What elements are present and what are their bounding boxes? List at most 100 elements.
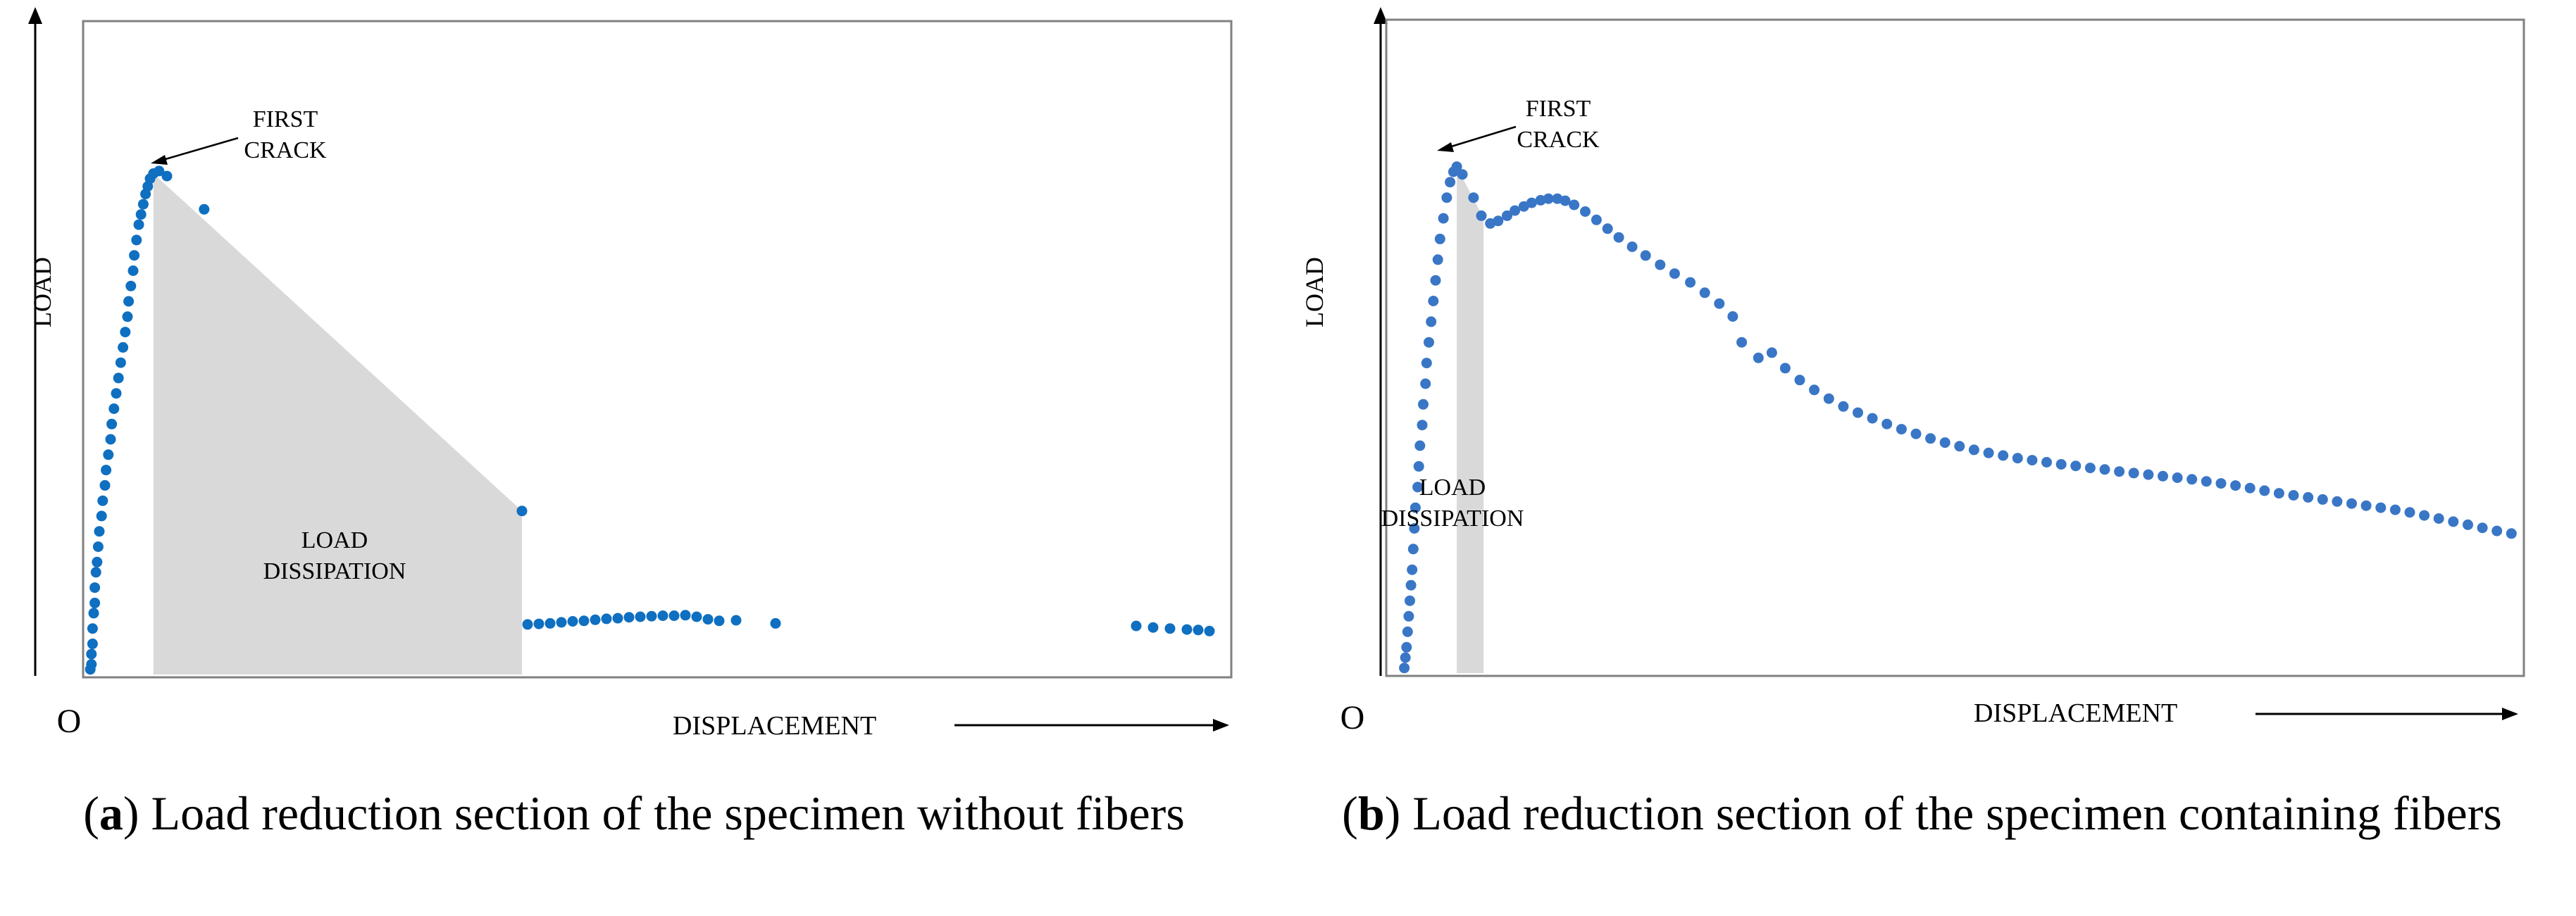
load-dissipation-label-line2: DISSIPATION <box>1381 506 1524 532</box>
data-point-68 <box>1925 433 1936 444</box>
x-axis-label: DISPLACEMENT <box>673 711 876 741</box>
data-point-30 <box>131 234 142 246</box>
data-point-32 <box>135 209 147 220</box>
data-point-12 <box>1413 460 1424 472</box>
data-point-29 <box>1457 169 1468 180</box>
data-point-62 <box>1838 401 1849 412</box>
data-point-61 <box>1823 393 1834 404</box>
x-axis-arrowhead <box>1213 719 1229 732</box>
data-point-52 <box>1699 287 1710 299</box>
data-point-98 <box>2360 500 2372 511</box>
chart-panel-b: LOAD O DISPLACEMENT FIRST CRACK LOAD DIS… <box>1268 0 2576 916</box>
data-point-2 <box>86 648 97 660</box>
first-crack-arrowhead <box>1437 142 1454 152</box>
data-point-2 <box>1401 641 1412 653</box>
data-point-5 <box>1405 595 1415 606</box>
data-point-73 <box>1998 450 2009 461</box>
data-point-16 <box>1420 378 1431 389</box>
data-point-31 <box>133 219 144 230</box>
data-point-26 <box>123 296 135 307</box>
y-axis-arrowhead <box>28 7 42 24</box>
data-point-90 <box>2244 482 2255 494</box>
data-point-49 <box>601 613 612 625</box>
data-point-58 <box>1779 363 1791 374</box>
data-point-45 <box>1602 223 1613 234</box>
data-point-14 <box>99 479 111 491</box>
data-point-89 <box>2230 480 2241 491</box>
data-point-33 <box>1493 215 1504 227</box>
data-point-74 <box>2012 453 2023 464</box>
data-point-63 <box>1147 622 1159 633</box>
y-axis-label: LOAD <box>1300 257 1329 327</box>
data-point-3 <box>1402 626 1413 637</box>
data-point-60 <box>1809 384 1820 396</box>
data-point-6 <box>1405 579 1417 591</box>
data-points <box>85 165 1215 675</box>
data-point-9 <box>1409 523 1420 534</box>
data-point-43 <box>533 618 545 629</box>
data-point-62 <box>1131 620 1142 632</box>
data-point-85 <box>2172 472 2183 483</box>
caption-a-label: a <box>99 786 123 840</box>
data-point-19 <box>1426 316 1437 327</box>
data-point-55 <box>668 610 680 621</box>
data-point-8 <box>90 567 101 578</box>
data-point-81 <box>2114 466 2125 477</box>
data-point-78 <box>2070 460 2082 472</box>
data-point-8 <box>1407 544 1419 555</box>
data-point-54 <box>1727 311 1738 322</box>
data-point-13 <box>1414 440 1426 451</box>
data-point-59 <box>714 615 725 627</box>
data-point-25 <box>1441 192 1452 203</box>
data-point-101 <box>2404 507 2415 518</box>
data-point-105 <box>2463 519 2473 530</box>
data-point-46 <box>567 616 578 627</box>
data-point-51 <box>1685 277 1696 288</box>
data-point-67 <box>1204 625 1215 636</box>
plot-frame <box>82 20 1233 679</box>
data-point-82 <box>2128 468 2139 479</box>
data-point-14 <box>1417 420 1428 431</box>
data-point-35 <box>1510 205 1521 216</box>
data-point-38 <box>1535 194 1546 206</box>
data-point-56 <box>1753 352 1764 363</box>
data-point-56 <box>680 610 691 621</box>
data-point-86 <box>2186 474 2198 485</box>
data-point-88 <box>2215 478 2227 489</box>
data-point-58 <box>702 614 714 625</box>
data-point-43 <box>1580 206 1591 217</box>
data-point-92 <box>2273 488 2284 499</box>
data-point-57 <box>1766 347 1777 358</box>
data-point-9 <box>92 556 103 567</box>
chart-a: LOAD O DISPLACEMENT FIRST CRACK LOAD DIS… <box>28 7 1233 741</box>
data-point-95 <box>2317 494 2328 505</box>
data-point-49 <box>1655 259 1666 270</box>
data-point-54 <box>657 610 668 621</box>
first-crack-label-line2: CRACK <box>1517 127 1600 153</box>
data-point-53 <box>646 610 657 622</box>
load-dissipation-region <box>153 173 523 675</box>
caption-b-text: Load reduction section of the specimen c… <box>1412 786 2502 840</box>
data-point-60 <box>730 615 742 626</box>
data-point-29 <box>129 250 140 261</box>
data-point-91 <box>2259 485 2270 496</box>
data-point-31 <box>1476 210 1487 221</box>
data-point-96 <box>2332 496 2343 507</box>
data-point-72 <box>1983 447 1994 458</box>
data-point-10 <box>1410 502 1421 513</box>
data-point-15 <box>1418 399 1429 410</box>
first-crack-label-line1: FIRST <box>253 106 318 132</box>
data-point-50 <box>1669 268 1680 280</box>
data-point-75 <box>2027 455 2038 466</box>
data-point-37 <box>1526 197 1537 208</box>
data-point-79 <box>2084 463 2096 474</box>
load-dissipation-region <box>1457 166 1484 673</box>
data-point-48 <box>1640 250 1651 261</box>
data-point-45 <box>556 617 567 628</box>
data-point-64 <box>1164 623 1176 634</box>
x-axis-arrowhead <box>2502 708 2518 720</box>
data-point-65 <box>1881 418 1893 429</box>
data-point-18 <box>106 418 118 429</box>
data-point-55 <box>1736 337 1748 348</box>
data-point-10 <box>92 541 104 552</box>
